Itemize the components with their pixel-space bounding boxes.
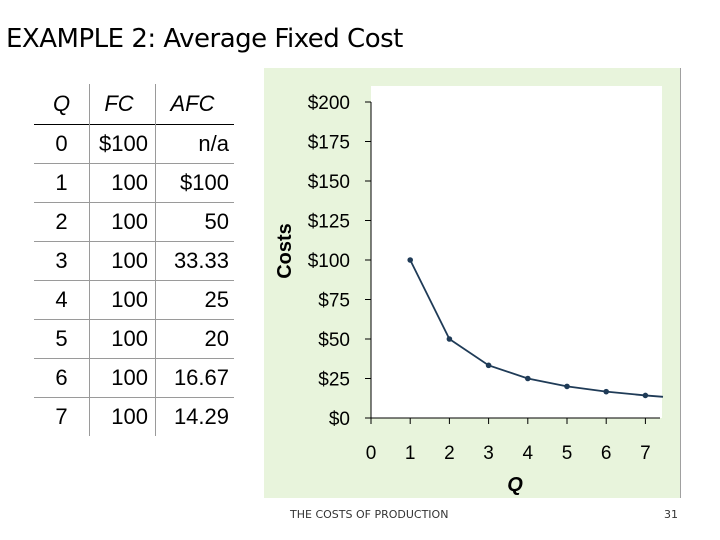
afc-point <box>603 388 609 395</box>
x-tick-label: 0 <box>366 443 377 464</box>
x-axis-title: Q <box>507 474 523 496</box>
cost-table: Q FC AFC 0 $100 n/a 1 100 $100 2 100 5 0 … <box>34 84 234 436</box>
x-ticks: 0 1 2 3 4 5 6 7 <box>366 418 651 464</box>
cell-q: 7 <box>34 397 90 436</box>
cell-fc: 100 <box>89 202 156 242</box>
cell-q: 0 <box>34 124 90 164</box>
cell-fc: 100 <box>89 241 156 281</box>
cell-afc: 20 <box>204 326 229 351</box>
x-tick-label: 3 <box>483 443 494 464</box>
y-tick-label: $100 <box>308 251 350 272</box>
x-tick-label: 4 <box>523 443 534 464</box>
afc-point <box>485 362 492 369</box>
cell-afc: 50 <box>204 209 229 234</box>
cell-fc: 100 <box>89 319 156 359</box>
header-fc: FC <box>89 84 156 125</box>
x-tick-label: 2 <box>444 443 455 464</box>
y-tick-label: $25 <box>318 370 350 391</box>
afc-point <box>642 392 649 399</box>
slide-title: EXAMPLE 2: Average Fixed Cost <box>6 24 403 54</box>
y-tick-label: $50 <box>318 330 350 351</box>
cell-q: 2 <box>34 202 90 242</box>
y-tick-label: $0 <box>329 409 350 430</box>
cell-fc: $100 <box>89 124 156 164</box>
x-tick-label: 7 <box>640 443 651 464</box>
series-layer <box>407 257 664 399</box>
table-row: 3 100 33.33 <box>34 241 234 281</box>
table-row: 4 100 25 <box>34 280 234 320</box>
cell-q: 1 <box>34 163 90 203</box>
cell-q: 5 <box>34 319 90 359</box>
table-row: 7 100 14.29 <box>34 397 234 436</box>
cell-afc: 33.33 <box>173 248 229 273</box>
cell-fc: 100 <box>89 397 156 436</box>
x-tick-label: 6 <box>601 443 612 464</box>
y-tick-label: $125 <box>308 212 350 233</box>
table-row: 2 100 50 <box>34 202 234 242</box>
cell-fc: 100 <box>89 280 156 320</box>
header-q: Q <box>34 84 90 125</box>
cell-afc: $100 <box>180 170 229 195</box>
plot-area <box>371 86 662 418</box>
y-tick-label: $150 <box>308 172 350 193</box>
table-row: 5 100 20 <box>34 319 234 359</box>
footer-text: THE COSTS OF PRODUCTION <box>290 508 449 521</box>
cell-q: 3 <box>34 241 90 281</box>
chart-panel-edge <box>680 68 681 498</box>
y-axis-title: Costs <box>274 223 296 279</box>
afc-point <box>407 257 414 263</box>
afc-line <box>409 259 664 398</box>
y-tick-label: $175 <box>308 133 350 154</box>
cell-q: 4 <box>34 280 90 320</box>
afc-point <box>564 383 570 390</box>
table-row: 6 100 16.67 <box>34 358 234 398</box>
cell-afc: 16.67 <box>173 365 229 390</box>
y-ticks: $0 $25 $50 $75 $100 $125 $150 $175 $200 <box>308 93 371 430</box>
table-row: 0 $100 n/a <box>34 124 234 164</box>
cell-afc: n/a <box>198 131 229 156</box>
afc-point <box>525 375 531 382</box>
cell-q: 6 <box>34 358 90 398</box>
cell-afc: 14.29 <box>173 404 229 429</box>
header-afc: AFC <box>170 91 215 116</box>
cell-afc: 25 <box>204 287 229 312</box>
page-number: 31 <box>664 508 678 521</box>
x-tick-label: 1 <box>405 443 416 464</box>
y-tick-label: $75 <box>318 291 350 312</box>
table-row: 1 100 $100 <box>34 163 234 203</box>
table-header-row: Q FC AFC <box>34 84 234 125</box>
y-tick-label: $200 <box>308 93 350 114</box>
x-tick-label: 5 <box>562 443 573 464</box>
afc-point <box>446 336 453 342</box>
cell-fc: 100 <box>89 163 156 203</box>
cell-fc: 100 <box>89 358 156 398</box>
